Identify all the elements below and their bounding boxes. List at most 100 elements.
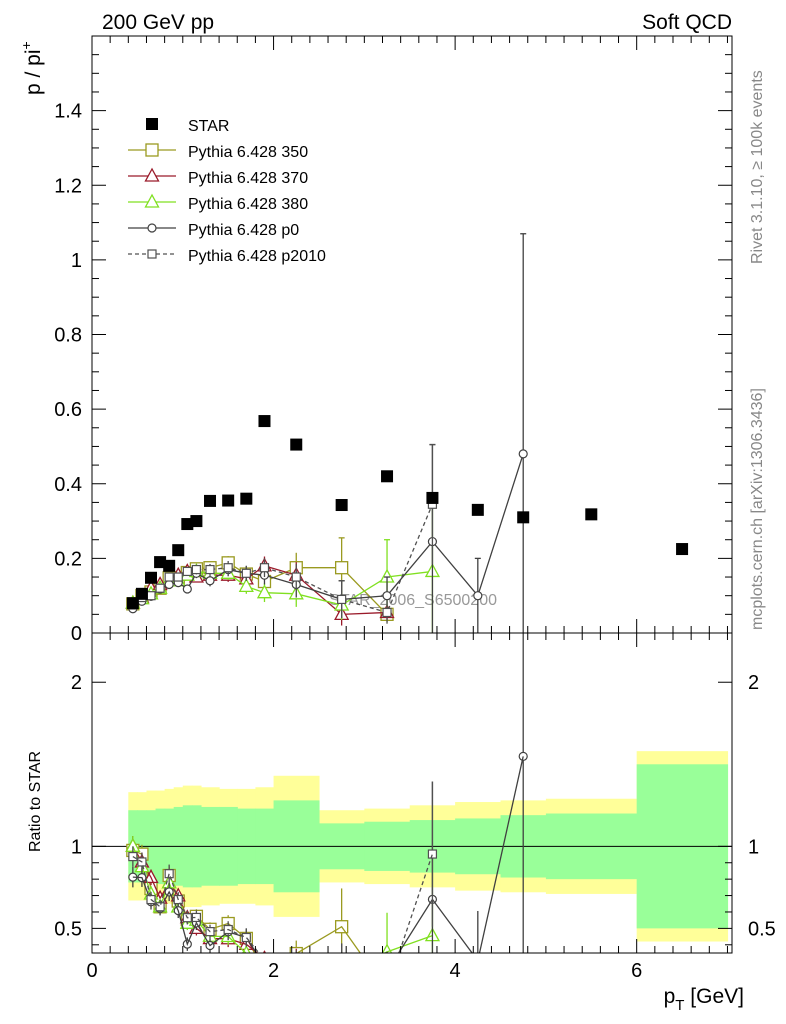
y-tick-label: 1 (71, 250, 82, 272)
star-point (426, 491, 439, 504)
data-point (191, 564, 201, 575)
legend-label: Pythia 6.428 370 (188, 170, 308, 187)
star-point (181, 518, 194, 531)
legend-marker (144, 193, 160, 208)
y-tick-label: 0.6 (54, 399, 82, 421)
ratio-point (335, 968, 348, 980)
data-point (146, 591, 156, 601)
y-tick-label: 1.4 (54, 101, 82, 123)
ratio-point (335, 980, 348, 992)
ratio-y-tick-label-right: 0.5 (748, 918, 776, 940)
data-point (205, 564, 215, 575)
ratio-ylabel: Ratio to STAR (27, 751, 44, 852)
data-point (337, 594, 347, 605)
star-point (240, 492, 253, 505)
data-point (173, 572, 183, 582)
star-point (154, 556, 167, 569)
legend-marker (147, 223, 157, 233)
ratio-point (241, 932, 251, 943)
legend-label: Pythia 6.428 350 (188, 144, 308, 161)
ratio-point (381, 985, 393, 997)
data-point (164, 579, 174, 590)
star-point (135, 587, 148, 600)
star-point (172, 544, 185, 557)
x-tick-label: 0 (86, 960, 97, 982)
x-tick-label: 4 (450, 960, 461, 982)
star-point (381, 470, 394, 483)
ratio-y-tick-label: 1 (71, 836, 82, 858)
ratio-point (164, 869, 174, 879)
data-point (334, 561, 349, 575)
legend-label: STAR (188, 118, 229, 135)
mcplots-label: mcplots.cern.ch [arXiv:1306.3436] (749, 388, 766, 630)
legend-label: Pythia 6.428 p0 (188, 222, 299, 239)
ratio-point (338, 963, 346, 971)
data-point (259, 563, 270, 573)
star-point (222, 494, 235, 507)
title-left: 200 GeV pp (102, 11, 214, 34)
ratio-point (155, 902, 165, 912)
series-ratio-4 (128, 781, 438, 971)
series-line (132, 453, 524, 610)
star-point (190, 515, 203, 528)
x-tick-label: 6 (631, 960, 642, 982)
data-point (241, 568, 251, 578)
data-point (182, 584, 192, 594)
legend-label: Pythia 6.428 380 (188, 196, 308, 213)
y-tick-label: 0.4 (54, 474, 82, 496)
data-point (518, 449, 528, 459)
ratio-point (381, 982, 394, 994)
star-point (517, 511, 530, 524)
main-plot (125, 233, 689, 633)
x-tick-label: 2 (268, 960, 279, 982)
watermark: STAR_2006_S6500200 (329, 592, 497, 609)
data-point (238, 577, 254, 593)
star-point (145, 571, 158, 584)
x-axis-label: pT [GeV] (664, 985, 744, 1014)
main-ylabel: p / pi+ (18, 41, 45, 95)
rivet-label: Rivet 3.1.10, ≥ 100k events (749, 70, 766, 264)
y-tick-label: 0.2 (54, 548, 82, 570)
ratio-frame (91, 632, 733, 954)
data-point (382, 607, 392, 618)
ratio-y-tick-label-right: 2 (748, 672, 759, 694)
legend-marker (147, 249, 157, 259)
data-point (155, 583, 165, 593)
ratio-y-tick-label: 2 (71, 672, 82, 694)
star-point (258, 415, 271, 428)
ratio-plot (92, 633, 732, 997)
ratio-series-line (132, 853, 434, 953)
data-point (164, 572, 174, 582)
star-point (163, 559, 176, 572)
star-point (290, 438, 303, 451)
legend-marker (145, 143, 159, 157)
data-point (473, 591, 483, 601)
ratio-point (290, 969, 303, 981)
legend-marker (146, 118, 158, 130)
series-line (132, 504, 434, 614)
ratio-point (292, 964, 300, 972)
ratio-y-tick-label: 0.5 (54, 918, 82, 940)
star-point (126, 597, 139, 610)
ratio-point (427, 849, 438, 859)
ratio-point (474, 957, 482, 965)
star-point (585, 508, 598, 521)
star-series (126, 415, 689, 610)
data-point (256, 584, 273, 599)
legend-marker (144, 167, 160, 182)
y-tick-label: 0 (71, 623, 82, 645)
star-point (335, 499, 348, 512)
y-tick-label: 1.2 (54, 175, 82, 197)
data-point (291, 572, 301, 582)
series-main-4 (128, 443, 438, 624)
data-point (182, 566, 192, 577)
ratio-point (383, 967, 391, 975)
data-point (382, 591, 392, 601)
title-right: Soft QCD (642, 11, 732, 34)
legend-label: Pythia 6.428 p2010 (188, 248, 326, 265)
data-point (205, 576, 215, 586)
star-point (676, 543, 689, 556)
star-point (204, 494, 217, 507)
axes: 0 0.2 0.4 0.6 0.8 1 1.2 1.4 0.5 0.5 1 1 2 2 0 2 4 6 (54, 35, 776, 982)
